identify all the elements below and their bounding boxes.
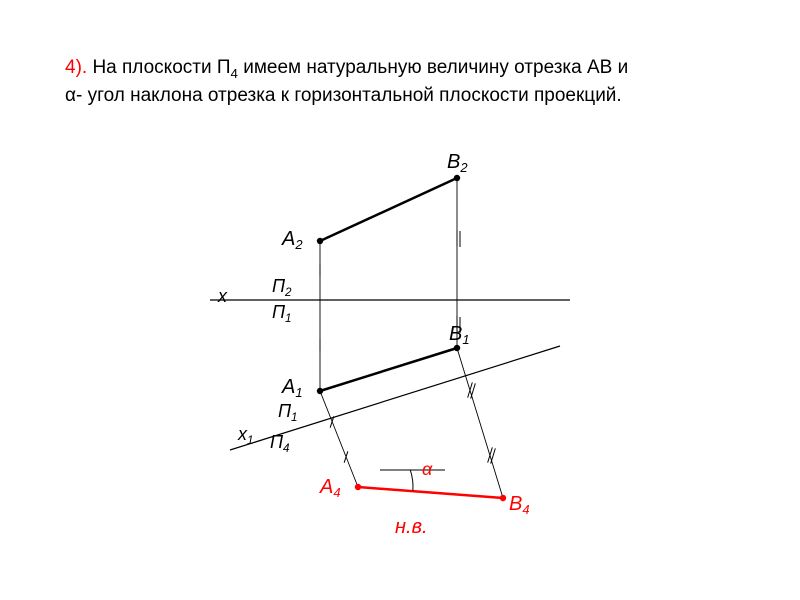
svg-text:П1: П1 <box>272 302 292 325</box>
drawing-canvas: А2 В2 А1 В1 А4 В4 x П2 П1 x1 П1 П4 α н.в. <box>0 0 800 600</box>
svg-text:В1: В1 <box>449 323 470 347</box>
svg-text:н.в.: н.в. <box>395 516 428 538</box>
svg-text:А1: А1 <box>281 376 303 400</box>
svg-text:П2: П2 <box>272 276 292 299</box>
svg-text:П4: П4 <box>270 432 290 455</box>
svg-text:α: α <box>422 459 433 479</box>
svg-text:А4: А4 <box>319 476 341 500</box>
svg-text:x1: x1 <box>237 424 254 447</box>
svg-text:П1: П1 <box>278 401 298 424</box>
svg-text:В2: В2 <box>447 151 468 175</box>
svg-text:А2: А2 <box>281 228 303 252</box>
svg-text:В4: В4 <box>509 493 530 517</box>
svg-text:x: x <box>217 286 228 306</box>
